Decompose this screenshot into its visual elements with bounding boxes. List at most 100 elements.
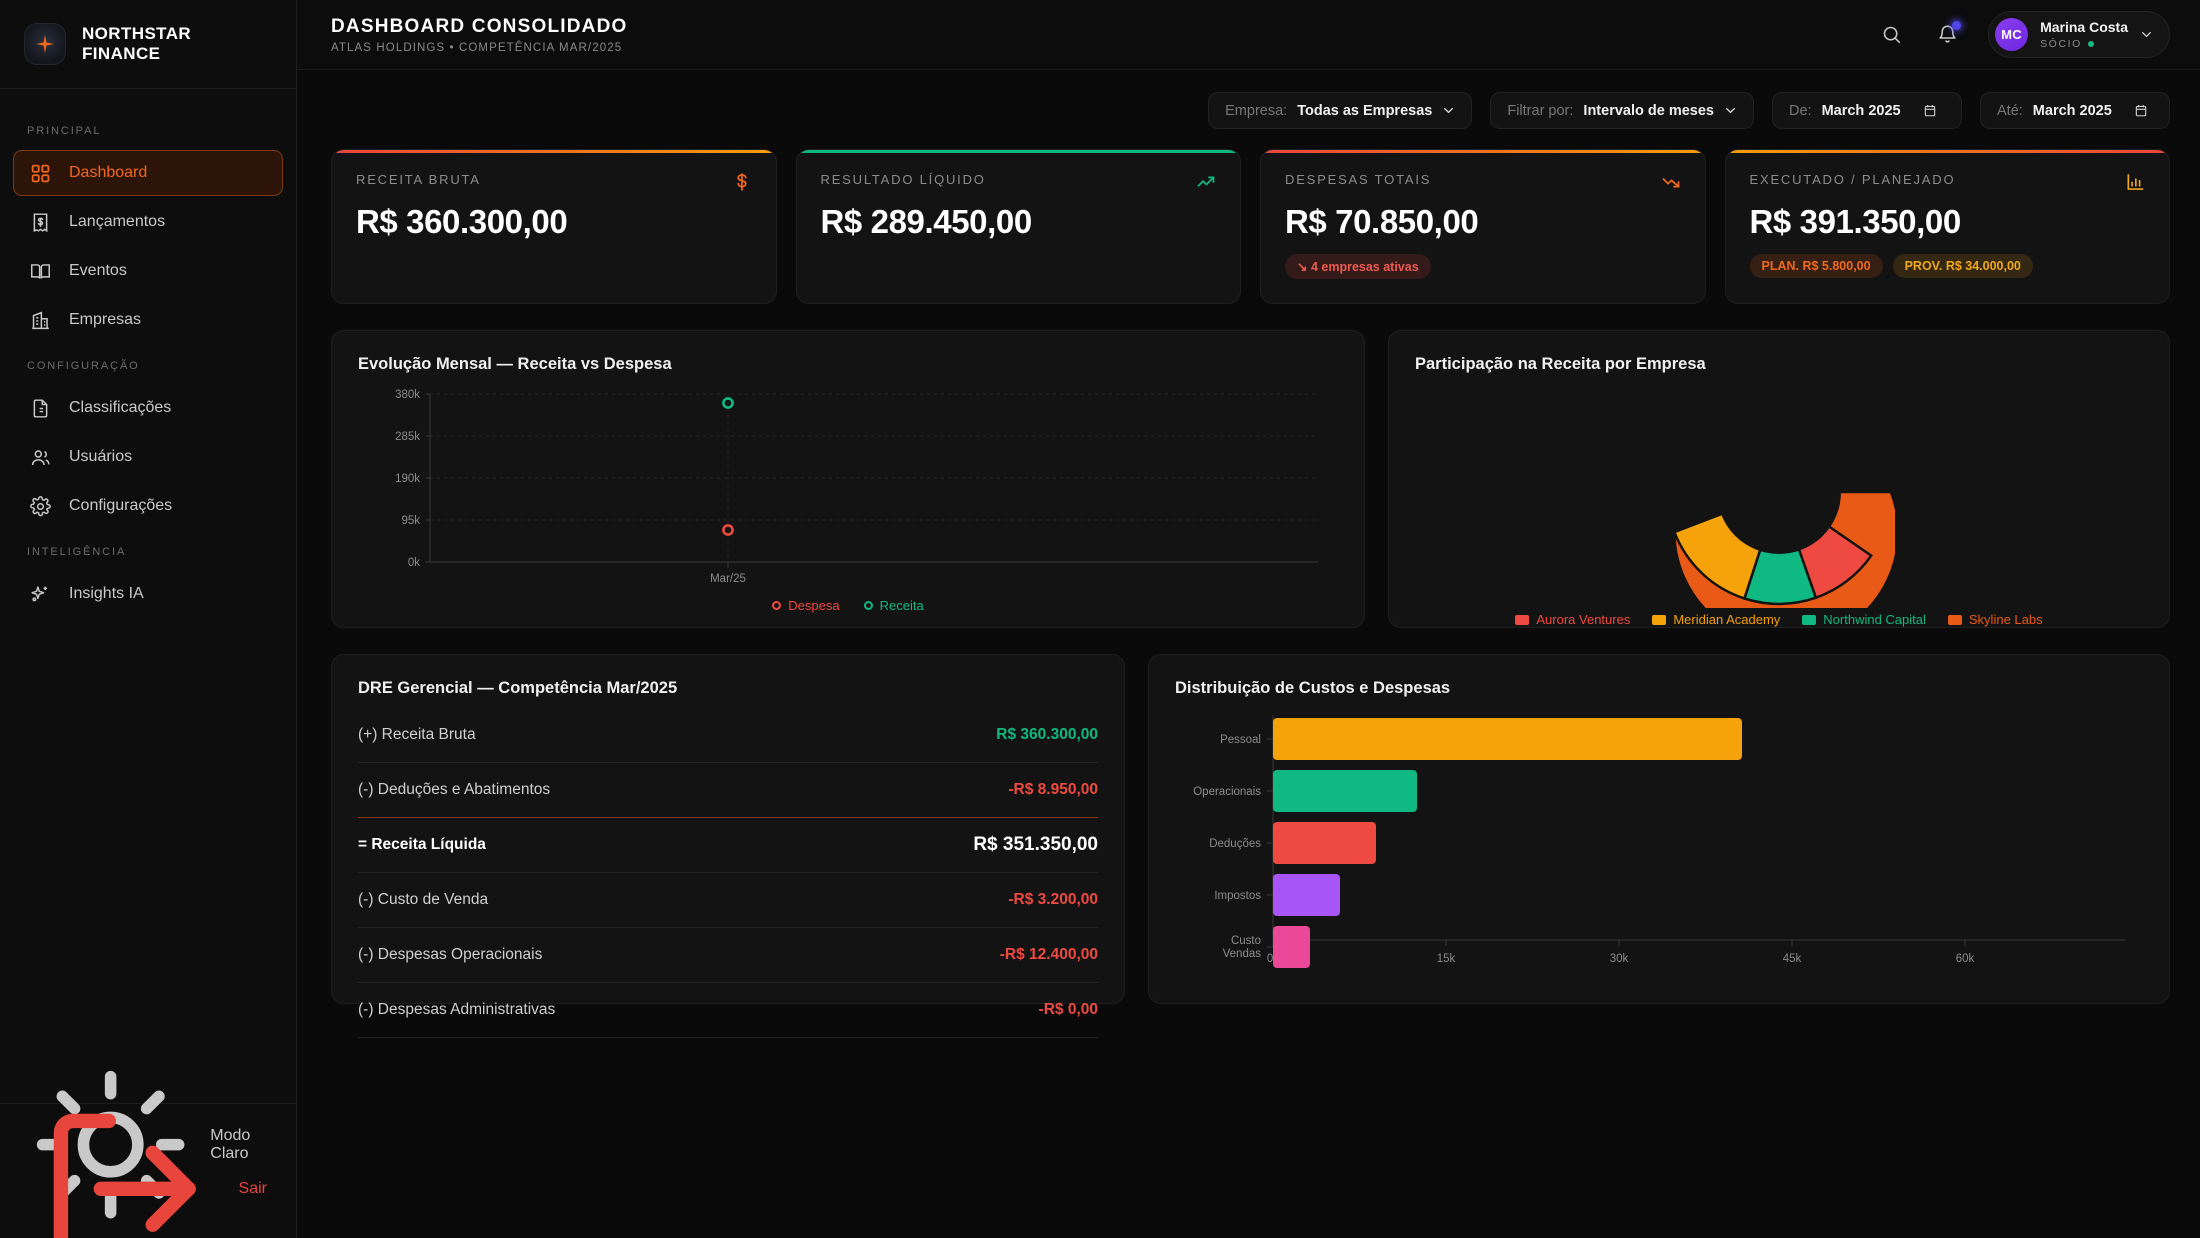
bar-pessoal[interactable] [1273, 718, 1742, 760]
panel-participacao-receita: Participação na Receita por Empresa [1388, 330, 2170, 628]
legend-item-skyline-labs[interactable]: Skyline Labs [1947, 612, 2043, 627]
filter-bar: Empresa: Todas as Empresas Filtrar por: … [297, 70, 2200, 135]
sidebar-item-insights-ia[interactable]: Insights IA [13, 571, 283, 617]
provided-badge: PROV. R$ 34.000,00 [1892, 254, 2033, 278]
kpi-badges: ↘ 4 empresas ativas [1285, 254, 1681, 279]
logout-icon [53, 1113, 196, 1238]
user-role: SÓCIO [2040, 38, 2128, 50]
main-content: DASHBOARD CONSOLIDADO ATLAS HOLDINGS • C… [297, 0, 2200, 1238]
sidebar-item-lancamentos[interactable]: Lançamentos [13, 199, 283, 245]
dollar-icon [736, 173, 747, 191]
kpi-accent-stripe [1261, 150, 1705, 153]
user-role-text: SÓCIO [2040, 37, 2082, 50]
dre-row-value: R$ 351.350,00 [973, 834, 1098, 855]
sidebar-item-classificacoes[interactable]: Classificações [13, 385, 283, 431]
nav-section-inteligencia-label: INTELIGÊNCIA [27, 546, 127, 558]
ytick-190k: 190k [395, 473, 420, 485]
table-row: (-) Despesas Administrativas -R$ 0,00 [358, 983, 1098, 1038]
trend-up-icon [1197, 176, 1215, 187]
sidebar-item-dashboard[interactable]: Dashboard [13, 150, 283, 196]
sidebar-item-label: Configurações [69, 497, 173, 514]
legend-marker-despesa [772, 601, 782, 610]
legend-swatch-aurora [1515, 614, 1530, 625]
sidebar-item-label: Classificações [69, 399, 172, 416]
legend-swatch-northwind [1802, 614, 1817, 625]
kpi-value: R$ 360.300,00 [356, 203, 568, 240]
logout-button[interactable]: Sair [13, 1113, 283, 1238]
kpi-card-executado-planejado[interactable]: EXECUTADO / PLANEJADO R$ 391.350,00 PLAN… [1724, 149, 2170, 304]
kpi-accent-stripe [796, 150, 1240, 153]
sidebar-item-configuracoes[interactable]: Configurações [13, 483, 283, 529]
grid-icon [31, 164, 50, 182]
cat-custo-vendas-line2: Vendas [1223, 948, 1262, 960]
legend-swatch-meridian [1652, 614, 1667, 625]
bar-deducoes[interactable] [1273, 822, 1376, 864]
panel-title: Participação na Receita por Empresa [1415, 355, 1706, 373]
donut-chart[interactable] [1415, 378, 2143, 608]
user-name: Marina Costa [2040, 19, 2128, 36]
donut-legend: Aurora Ventures Meridian Academy Northwi… [1415, 612, 2143, 627]
bar-impostos[interactable] [1273, 874, 1340, 916]
company-filter[interactable]: Empresa: Todas as Empresas [1208, 92, 1473, 129]
panel-evolucao-mensal: Evolução Mensal — Receita vs Despesa [331, 330, 1365, 628]
legend-label-receita: Receita [879, 598, 924, 613]
legend-item-meridian-academy[interactable]: Meridian Academy [1652, 612, 1780, 627]
kpi-card-despesas-totais[interactable]: DESPESAS TOTAIS R$ 70.850,00 ↘ 4 empresa… [1260, 149, 1706, 304]
dre-row-value: R$ 360.300,00 [996, 726, 1098, 743]
legend-item-despesa[interactable]: Despesa [772, 598, 840, 613]
table-row: = Receita Líquida R$ 351.350,00 [358, 818, 1098, 873]
legend-label-skyline: Skyline Labs [1968, 612, 2043, 627]
kpi-accent-stripe [332, 150, 776, 153]
legend-marker-receita [863, 601, 873, 610]
cat-deducoes: Deduções [1209, 838, 1261, 850]
panel-title: Distribuição de Custos e Despesas [1175, 679, 1451, 697]
date-to-filter[interactable]: Até: March 2025 [1980, 92, 2170, 129]
line-chart[interactable]: 380k 285k 190k 95k 0k Mar/25 [358, 382, 1338, 592]
table-row: (-) Despesas Operacionais -R$ 12.400,00 [358, 928, 1098, 983]
xtick-mar25: Mar/25 [710, 573, 746, 585]
cat-pessoal: Pessoal [1220, 734, 1261, 746]
xtick-60k: 60k [1956, 953, 1975, 965]
sidebar-item-eventos[interactable]: Eventos [13, 248, 283, 294]
sidebar-item-usuarios[interactable]: Usuários [13, 434, 283, 480]
user-info: Marina Costa SÓCIO [2040, 19, 2128, 50]
bar-custo-vendas[interactable] [1273, 926, 1310, 968]
ytick-285k: 285k [395, 431, 420, 443]
legend-label-northwind: Northwind Capital [1823, 612, 1926, 627]
notifications-button[interactable] [1932, 20, 1962, 50]
kpi-cards: RECEITA BRUTA R$ 360.300,00 RESULTADO LÍ… [297, 135, 2200, 304]
bar-chart[interactable]: 0k 15k 30k 45k 60k [1175, 708, 2143, 983]
kpi-value: R$ 70.850,00 [1285, 203, 1479, 240]
line-chart-svg: 380k 285k 190k 95k 0k Mar/25 [395, 389, 1318, 585]
bar-operacionais[interactable] [1273, 770, 1417, 812]
brand[interactable]: NORTHSTAR FINANCE [0, 0, 296, 89]
legend-label-despesa: Despesa [788, 598, 840, 613]
building-icon [32, 311, 49, 329]
gear-icon [30, 495, 51, 516]
legend-item-receita[interactable]: Receita [863, 598, 924, 613]
table-row: (-) Custo de Venda -R$ 3.200,00 [358, 873, 1098, 928]
user-menu[interactable]: MC Marina Costa SÓCIO [1988, 11, 2170, 58]
kpi-card-resultado-liquido[interactable]: RESULTADO LÍQUIDO R$ 289.450,00 [795, 149, 1241, 304]
search-button[interactable] [1876, 20, 1906, 50]
sidebar-item-label: Dashboard [69, 164, 148, 181]
topbar: DASHBOARD CONSOLIDADO ATLAS HOLDINGS • C… [297, 0, 2200, 70]
kpi-label: RESULTADO LÍQUIDO [820, 172, 986, 187]
calendar-icon[interactable] [1923, 103, 1937, 118]
theme-toggle-label: Modo Claro [210, 1127, 251, 1162]
kpi-card-receita-bruta[interactable]: RECEITA BRUTA R$ 360.300,00 [331, 149, 777, 304]
ytick-380k: 380k [395, 389, 420, 401]
sidebar-item-empresas[interactable]: Empresas [13, 297, 283, 343]
legend-item-aurora-ventures[interactable]: Aurora Ventures [1515, 612, 1630, 627]
dre-row-value: -R$ 0,00 [1038, 1001, 1098, 1018]
legend-item-northwind-capital[interactable]: Northwind Capital [1802, 612, 1926, 627]
date-from-filter[interactable]: De: March 2025 [1772, 92, 1962, 129]
calendar-icon[interactable] [2134, 103, 2148, 118]
planned-badge: PLAN. R$ 5.800,00 [1749, 254, 1883, 278]
dre-row-label: (-) Custo de Venda [358, 891, 489, 908]
date-to-value: March 2025 [2032, 102, 2112, 119]
chevron-down-icon [1444, 107, 1454, 114]
brand-name: NORTHSTAR FINANCE [82, 24, 191, 64]
period-mode-filter[interactable]: Filtrar por: Intervalo de meses [1490, 92, 1754, 129]
kpi-value: R$ 391.350,00 [1749, 203, 1962, 240]
